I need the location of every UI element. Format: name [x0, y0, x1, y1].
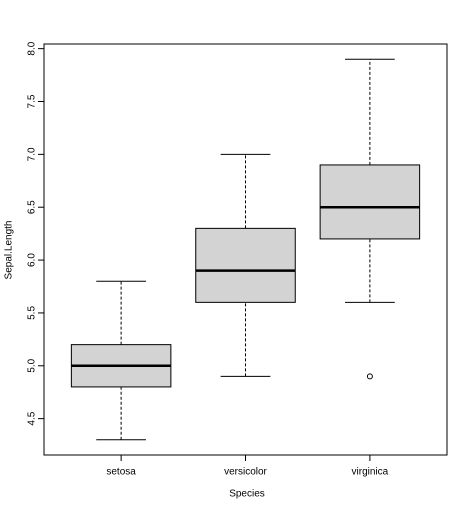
x-tick-label: virginica — [352, 467, 389, 478]
y-tick-label: 8.0 — [27, 41, 38, 55]
y-axis-label: Sepal.Length — [4, 221, 15, 280]
x-tick-label: versicolor — [224, 467, 267, 478]
outlier — [366, 373, 373, 380]
box — [195, 227, 296, 303]
y-tick-label: 5.0 — [27, 358, 38, 372]
y-tick-label: 4.5 — [27, 411, 38, 425]
y-tick-label: 6.5 — [27, 200, 38, 214]
y-tick-label: 6.0 — [27, 253, 38, 267]
box — [319, 164, 421, 240]
y-tick-label: 5.5 — [27, 306, 38, 320]
x-axis-label: Species — [229, 489, 265, 500]
y-tick-label: 7.5 — [27, 94, 38, 108]
x-tick-label: setosa — [106, 467, 136, 478]
y-tick-label: 7.0 — [27, 147, 38, 161]
